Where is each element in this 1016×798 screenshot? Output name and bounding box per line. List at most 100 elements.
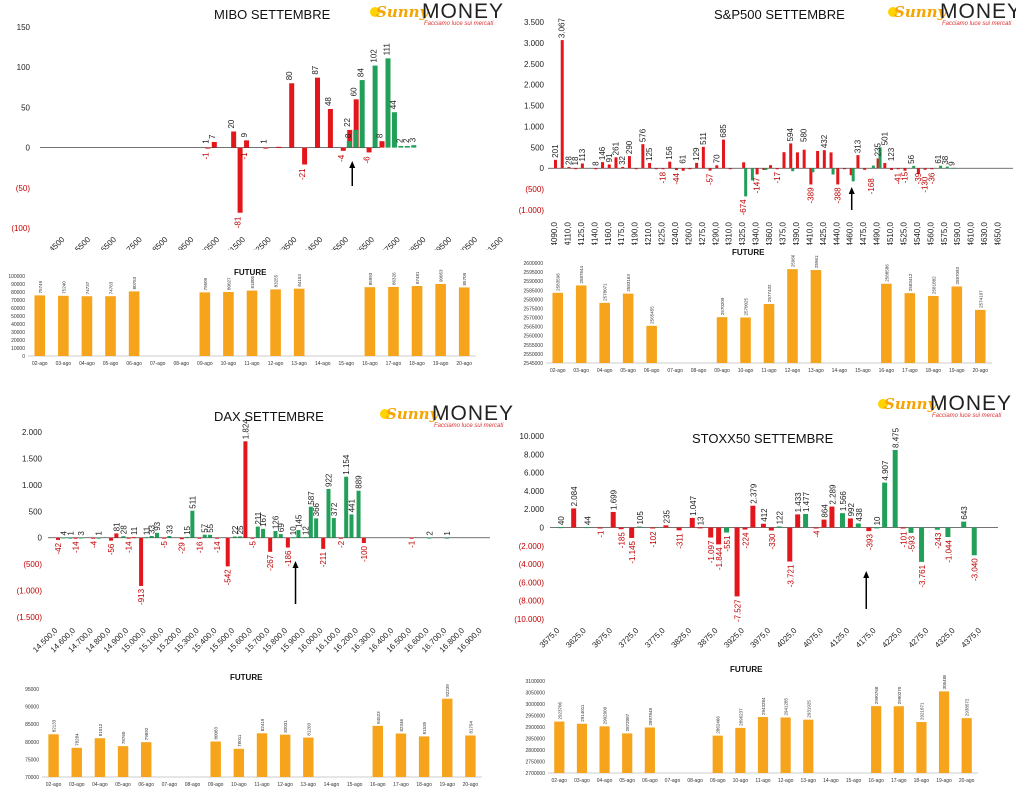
x-tick-label: 17-ago xyxy=(891,778,907,784)
y-tick-label: 3.500 xyxy=(524,18,545,27)
y-tick-label: (1.500) xyxy=(17,613,43,622)
x-tick-label: 11-ago xyxy=(254,782,269,788)
data-label: 20 xyxy=(227,119,236,128)
red-bar xyxy=(716,527,722,545)
x-tick-label: 15500 xyxy=(70,235,92,250)
data-label: 85709 xyxy=(462,272,467,285)
green-bar xyxy=(750,168,754,181)
red-bar xyxy=(916,168,920,174)
x-tick-label: 02-ago xyxy=(552,778,568,784)
red-bar xyxy=(347,129,353,148)
data-label: 2570025 xyxy=(744,297,749,315)
y-tick-label: 0 xyxy=(22,354,25,360)
future-bar xyxy=(881,283,892,363)
green-bar xyxy=(398,145,404,148)
data-label: 13 xyxy=(697,516,706,525)
y-tick-label: 2585000 xyxy=(524,288,544,294)
red-bar xyxy=(802,149,806,169)
green-bar xyxy=(326,488,331,538)
data-label: 685 xyxy=(719,124,728,138)
data-label: 3 xyxy=(408,137,417,142)
red-bar xyxy=(109,537,114,541)
x-tick-label: 4375,0 xyxy=(959,626,983,650)
data-label: 81012 xyxy=(98,723,103,736)
red-bar xyxy=(708,527,714,538)
red-bar xyxy=(900,527,906,529)
data-label: 2588586 xyxy=(884,264,889,282)
future-bar xyxy=(780,717,791,773)
future-bar xyxy=(735,727,746,773)
data-label: 48 xyxy=(324,97,333,106)
x-tick-label: 4425,0 xyxy=(819,221,828,245)
x-tick-label: 15-ago xyxy=(846,778,862,784)
data-label: -330 xyxy=(768,533,777,550)
data-label: -3.040 xyxy=(971,558,980,581)
green-bar xyxy=(724,527,730,533)
data-label: 511 xyxy=(188,495,197,508)
x-tick-label: 4390,0 xyxy=(792,221,801,245)
red-bar xyxy=(560,40,564,169)
green-bar xyxy=(372,65,378,148)
y-tick-label: 2800000 xyxy=(526,748,546,754)
data-label: 11 xyxy=(130,526,139,535)
red-bar xyxy=(863,168,867,170)
data-label: 412 xyxy=(760,508,769,522)
x-tick-label: 4160,0 xyxy=(604,221,613,245)
future-bar xyxy=(974,309,986,363)
data-label: -1.844 xyxy=(715,547,724,570)
y-tick-label: (1.000) xyxy=(519,206,545,215)
data-label: 1.566 xyxy=(839,491,848,512)
green-bar xyxy=(874,527,880,529)
red-bar xyxy=(567,167,571,169)
future-bar xyxy=(599,302,610,363)
data-label: -542 xyxy=(224,569,233,586)
x-tick-label: 04-ago xyxy=(597,368,613,374)
x-tick-label: 3775,0 xyxy=(643,626,667,650)
y-tick-label: 2580000 xyxy=(524,297,544,303)
data-label: 576 xyxy=(638,128,647,142)
data-label: 2943284 xyxy=(761,697,766,715)
red-bar xyxy=(629,527,635,538)
red-bar xyxy=(225,537,230,567)
y-tick-label: 0 xyxy=(540,164,545,173)
red-bar xyxy=(73,537,78,539)
x-tick-label: 13-ago xyxy=(808,368,824,374)
data-label: 2.084 xyxy=(570,486,579,507)
red-bar xyxy=(321,537,326,549)
x-tick-label: 14-ago xyxy=(832,368,848,374)
red-bar xyxy=(162,537,167,539)
data-label: -4 xyxy=(813,530,822,538)
data-label: 74763 xyxy=(109,281,114,294)
data-label: 85993 xyxy=(368,272,373,285)
data-label: 2923706 xyxy=(557,702,562,720)
green-bar xyxy=(344,476,349,538)
red-bar xyxy=(338,537,343,539)
x-tick-label: 3625,0 xyxy=(564,626,588,650)
red-bar xyxy=(250,537,255,539)
data-label: -1 xyxy=(240,152,249,160)
red-bar xyxy=(822,150,826,169)
data-label: -168 xyxy=(867,178,876,195)
green-bar xyxy=(764,168,768,170)
data-label: 992 xyxy=(847,503,856,517)
data-label: -2 xyxy=(337,540,346,548)
data-label: 105 xyxy=(636,511,645,525)
green-bar xyxy=(308,506,313,538)
x-tick-label: 10-ago xyxy=(733,778,749,784)
green-bar xyxy=(558,527,563,529)
data-label: -1.097 xyxy=(707,540,716,563)
future-bar xyxy=(372,725,383,777)
y-tick-label: (100) xyxy=(11,224,30,233)
data-label: 2587644 xyxy=(579,265,584,283)
y-tick-label: 0 xyxy=(26,144,31,153)
data-label: 2565455 xyxy=(650,306,655,324)
x-tick-label: 07-ago xyxy=(667,368,683,374)
x-tick-label: 20-ago xyxy=(456,361,472,367)
y-tick-label: 10000 xyxy=(11,346,25,352)
x-tick-label: 4175,0 xyxy=(854,626,878,650)
data-label: 33 xyxy=(165,525,174,534)
red-bar xyxy=(610,511,616,528)
x-tick-label: 28500 xyxy=(406,235,428,250)
data-label: 511 xyxy=(699,132,708,145)
data-label: -18 xyxy=(659,171,668,183)
